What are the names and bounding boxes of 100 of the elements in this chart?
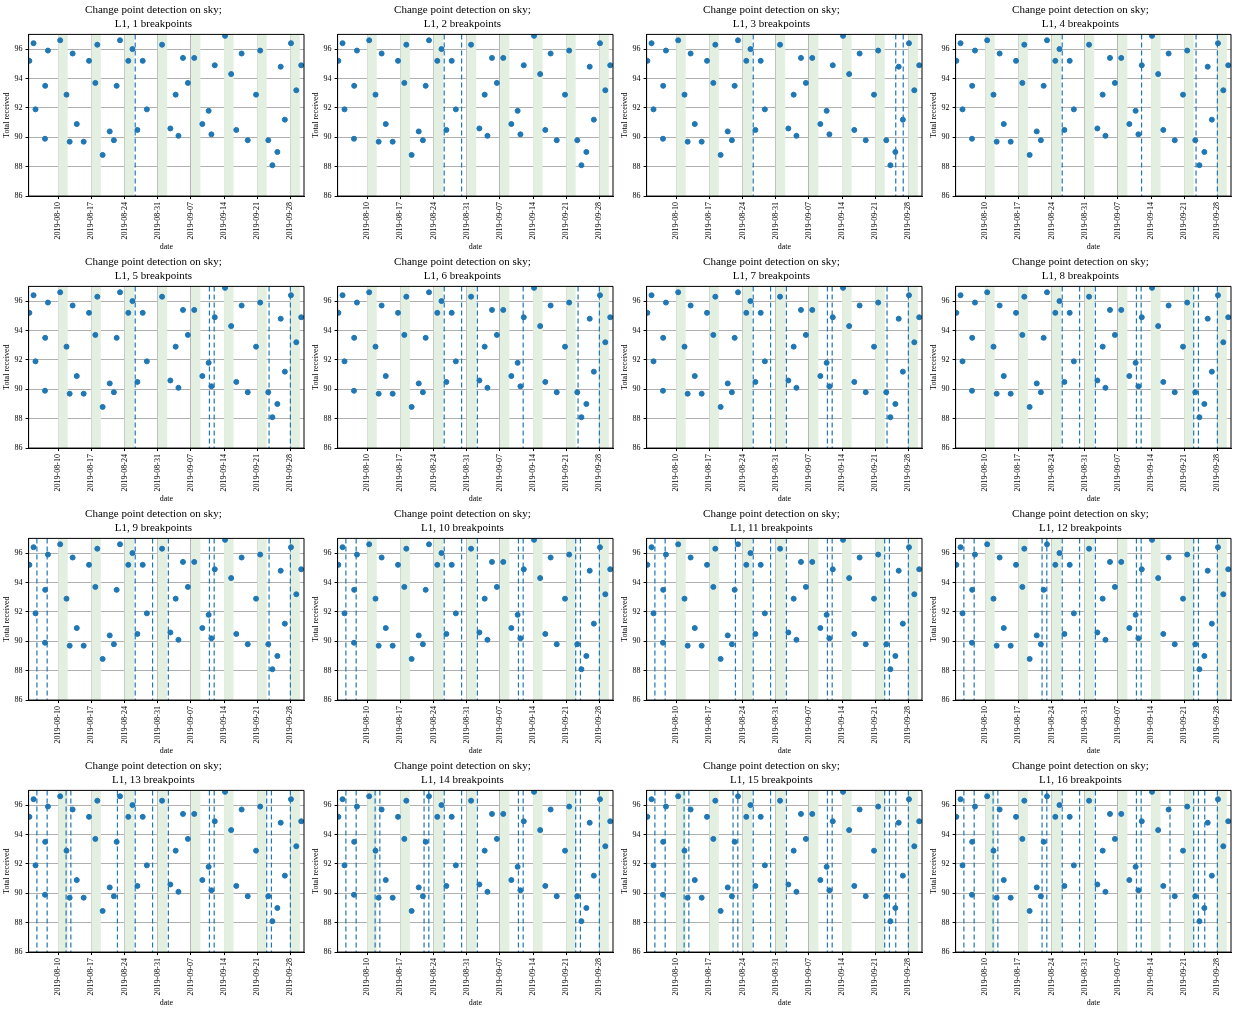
y-axis-title: Total received (1, 344, 11, 390)
x-tick-label: 2019-09-28 (594, 706, 604, 744)
x-tick-label: 2019-08-24 (737, 202, 747, 240)
x-tick-label: 2019-08-31 (152, 706, 162, 744)
y-tick-label: 88 (14, 413, 23, 423)
x-tick-label: 2019-08-31 (461, 454, 471, 492)
y-tick-label: 88 (323, 413, 332, 423)
x-tick-label: 2019-08-24 (428, 202, 438, 240)
y-tick-label: 94 (14, 577, 23, 587)
y-tick-label: 92 (941, 606, 950, 616)
y-tick-label: 94 (941, 577, 950, 587)
chart-title: Change point detection on sky; L1, 5 breakpoints (85, 255, 222, 281)
y-axis-title: Total received (1, 596, 11, 642)
y-tick-label: 86 (941, 947, 950, 957)
y-tick-label: 90 (14, 132, 23, 142)
x-tick-label: 2019-08-24 (1046, 454, 1056, 492)
x-tick-label: 2019-08-17 (1013, 454, 1023, 492)
x-tick-label: 2019-09-21 (561, 706, 571, 744)
y-tick-label: 96 (323, 800, 332, 810)
x-tick-label: 2019-08-10 (980, 454, 990, 492)
y-tick-label: 92 (941, 858, 950, 868)
chart-title: Change point detection on sky; L1, 10 breakpoints (394, 507, 531, 533)
y-tick-label: 96 (323, 296, 332, 306)
y-tick-label: 86 (14, 947, 23, 957)
y-tick-label: 96 (14, 296, 23, 306)
x-tick-label: 2019-09-14 (219, 706, 229, 744)
x-tick-label: 2019-09-14 (1146, 202, 1156, 240)
x-tick-label: 2019-09-07 (803, 706, 813, 744)
x-tick-label: 2019-09-07 (185, 202, 195, 240)
y-tick-label: 94 (14, 325, 23, 335)
x-tick-label: 2019-09-07 (803, 454, 813, 492)
y-tick-label: 86 (14, 695, 23, 705)
x-tick-label: 2019-08-10 (53, 706, 63, 744)
y-tick-label: 94 (632, 577, 641, 587)
x-tick-label: 2019-09-28 (1212, 202, 1222, 240)
chart-title: Change point detection on sky; L1, 16 breakpoints (1012, 759, 1149, 785)
x-tick-label: 2019-09-21 (1179, 202, 1189, 240)
x-tick-label: 2019-09-14 (837, 202, 847, 240)
x-tick-label: 2019-08-17 (395, 202, 405, 240)
x-axis-title: date (159, 494, 174, 504)
x-tick-label: 2019-08-24 (119, 706, 129, 744)
x-tick-label: 2019-09-28 (903, 958, 913, 996)
y-tick-label: 92 (14, 354, 23, 364)
y-tick-label: 92 (941, 354, 950, 364)
y-axis-title: Total received (619, 92, 629, 138)
x-tick-label: 2019-08-24 (119, 202, 129, 240)
x-tick-label: 2019-09-07 (185, 706, 195, 744)
y-tick-label: 90 (632, 132, 641, 142)
x-tick-label: 2019-09-28 (903, 202, 913, 240)
x-tick-label: 2019-08-17 (704, 454, 714, 492)
chart-title: Change point detection on sky; L1, 9 breakpoints (85, 507, 222, 533)
x-tick-label: 2019-08-17 (1013, 202, 1023, 240)
chart-title: Change point detection on sky; L1, 13 breakpoints (85, 759, 222, 785)
x-tick-label: 2019-08-10 (362, 706, 372, 744)
x-tick-label: 2019-09-07 (1112, 202, 1122, 240)
x-tick-label: 2019-09-21 (561, 202, 571, 240)
x-tick-label: 2019-09-07 (494, 706, 504, 744)
x-tick-label: 2019-08-24 (737, 958, 747, 996)
x-axis-title: date (1086, 494, 1101, 504)
x-tick-label: 2019-09-21 (870, 202, 880, 240)
x-tick-label: 2019-08-10 (671, 202, 681, 240)
x-tick-label: 2019-09-28 (285, 706, 295, 744)
y-axis-title: Total received (310, 92, 320, 138)
chart-title: Change point detection on sky; L1, 4 breakpoints (1012, 3, 1149, 29)
chart-title: Change point detection on sky; L1, 11 breakpoints (703, 507, 840, 533)
y-tick-label: 92 (941, 102, 950, 112)
x-tick-label: 2019-08-10 (362, 454, 372, 492)
x-tick-label: 2019-09-21 (252, 706, 262, 744)
x-tick-label: 2019-09-28 (1212, 958, 1222, 996)
y-tick-label: 86 (941, 443, 950, 453)
x-tick-label: 2019-09-28 (594, 958, 604, 996)
y-tick-label: 88 (632, 161, 641, 171)
y-tick-label: 90 (941, 888, 950, 898)
y-tick-label: 92 (632, 606, 641, 616)
y-tick-label: 96 (941, 548, 950, 558)
x-tick-label: 2019-09-28 (1212, 454, 1222, 492)
x-axis-title: date (1086, 746, 1101, 756)
y-axis-title: Total received (928, 344, 938, 390)
y-tick-label: 90 (323, 132, 332, 142)
y-tick-label: 96 (632, 44, 641, 54)
x-tick-label: 2019-09-28 (285, 958, 295, 996)
chart-title: Change point detection on sky; L1, 6 breakpoints (394, 255, 531, 281)
y-tick-label: 94 (632, 829, 641, 839)
y-tick-label: 96 (632, 548, 641, 558)
x-tick-label: 2019-09-21 (1179, 958, 1189, 996)
x-tick-label: 2019-09-21 (252, 202, 262, 240)
y-tick-label: 96 (323, 44, 332, 54)
y-tick-label: 92 (323, 858, 332, 868)
x-tick-label: 2019-08-31 (461, 958, 471, 996)
x-tick-label: 2019-09-21 (1179, 454, 1189, 492)
x-axis-title: date (159, 746, 174, 756)
y-tick-label: 96 (632, 296, 641, 306)
y-tick-label: 90 (14, 636, 23, 646)
x-tick-label: 2019-09-07 (494, 958, 504, 996)
y-tick-label: 90 (941, 384, 950, 394)
y-tick-label: 94 (14, 73, 23, 83)
y-tick-label: 88 (323, 161, 332, 171)
x-tick-label: 2019-09-28 (285, 454, 295, 492)
x-axis-title: date (777, 242, 792, 252)
x-tick-label: 2019-09-14 (837, 454, 847, 492)
